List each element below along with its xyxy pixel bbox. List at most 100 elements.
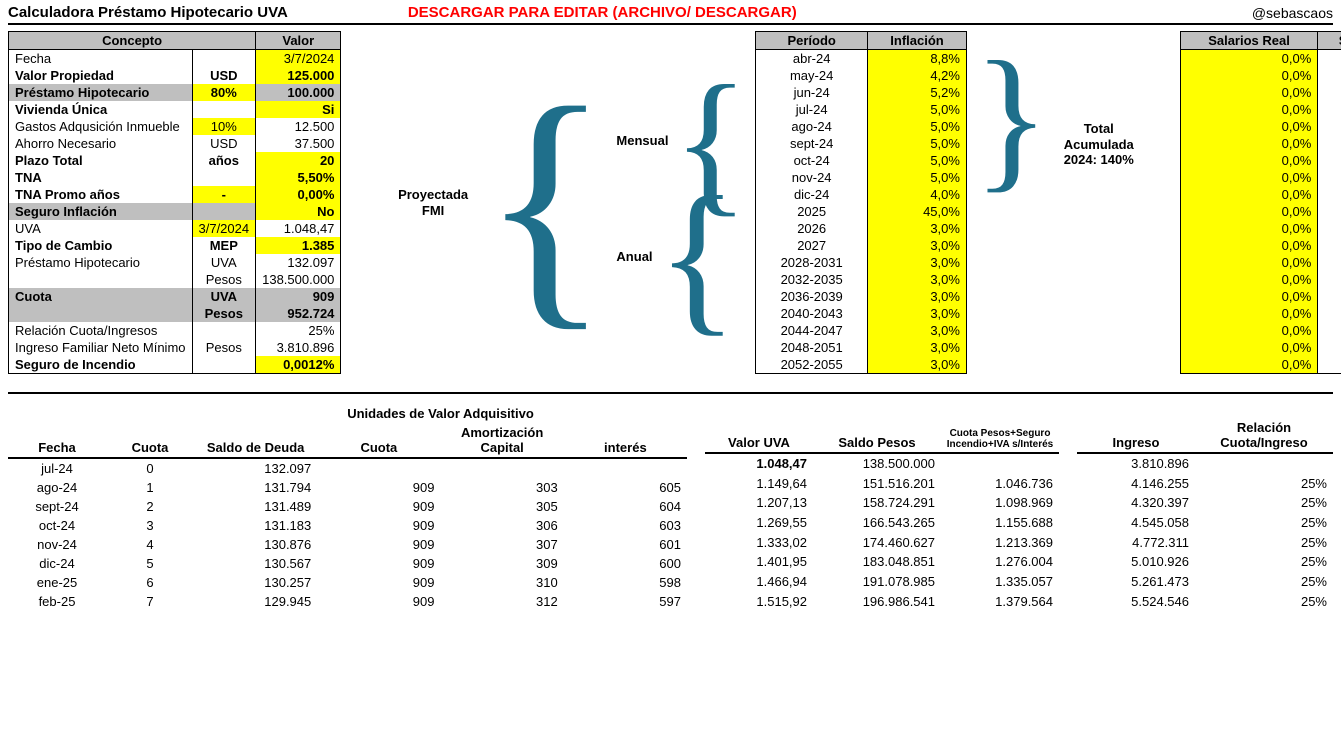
- concept-value[interactable]: 37.500: [256, 135, 341, 152]
- value-header: Valor: [256, 32, 341, 50]
- concept-unit[interactable]: Pesos: [192, 271, 256, 288]
- salario-real-value[interactable]: 0,0%: [1180, 169, 1318, 186]
- col-ingreso: Ingreso: [1077, 404, 1195, 453]
- concept-value[interactable]: No: [256, 203, 341, 220]
- salario-real-value[interactable]: 0,0%: [1180, 67, 1318, 84]
- salario-value: 4,0%: [1318, 186, 1341, 203]
- salario-value: 3,0%: [1318, 254, 1341, 271]
- salario-value: 45,0%: [1318, 203, 1341, 220]
- inflation-value[interactable]: 5,0%: [868, 169, 967, 186]
- inflation-value[interactable]: 3,0%: [868, 220, 967, 237]
- inflation-value[interactable]: 3,0%: [868, 305, 967, 322]
- salario-real-value[interactable]: 0,0%: [1180, 135, 1318, 152]
- concept-value[interactable]: 952.724: [256, 305, 341, 322]
- inflation-value[interactable]: 4,0%: [868, 186, 967, 203]
- concept-unit[interactable]: 10%: [192, 118, 256, 135]
- concept-unit[interactable]: Pesos: [192, 305, 256, 322]
- concept-unit[interactable]: [192, 356, 256, 374]
- amort-table-ingreso: Ingreso Relación Cuota/Ingreso 3.810.896…: [1077, 404, 1333, 611]
- download-warning: DESCARGAR PARA EDITAR (ARCHIVO/ DESCARGA…: [408, 4, 797, 21]
- concept-value[interactable]: 12.500: [256, 118, 341, 135]
- concept-value[interactable]: 0,00%: [256, 186, 341, 203]
- concept-value[interactable]: 100.000: [256, 84, 341, 101]
- salario-real-value[interactable]: 0,0%: [1180, 118, 1318, 135]
- inflation-value[interactable]: 3,0%: [868, 237, 967, 254]
- inflation-value[interactable]: 45,0%: [868, 203, 967, 220]
- concept-unit[interactable]: Pesos: [192, 339, 256, 356]
- salario-real-value[interactable]: 0,0%: [1180, 305, 1318, 322]
- salario-real-value[interactable]: 0,0%: [1180, 152, 1318, 169]
- amort-cell: 312: [441, 592, 564, 611]
- concept-label: Gastos Adqusición Inmueble: [9, 118, 193, 135]
- amort-cell: 166.543.265: [813, 513, 941, 533]
- inflation-value[interactable]: 5,0%: [868, 135, 967, 152]
- period-label: 2027: [756, 237, 868, 254]
- concept-unit[interactable]: USD: [192, 135, 256, 152]
- inflation-value[interactable]: 3,0%: [868, 356, 967, 374]
- amort-cell: 909: [317, 573, 440, 592]
- concept-value[interactable]: 138.500.000: [256, 271, 341, 288]
- concept-unit[interactable]: [192, 50, 256, 68]
- salario-value: 5,0%: [1318, 135, 1341, 152]
- amort-cell: 25%: [1195, 493, 1333, 513]
- concept-value[interactable]: 132.097: [256, 254, 341, 271]
- amort-cell: 605: [564, 478, 687, 497]
- concept-label: TNA Promo años: [9, 186, 193, 203]
- concept-unit[interactable]: UVA: [192, 288, 256, 305]
- inflation-value[interactable]: 3,0%: [868, 254, 967, 271]
- inflation-value[interactable]: 3,0%: [868, 322, 967, 339]
- inflation-value[interactable]: 3,0%: [868, 271, 967, 288]
- inflation-value[interactable]: 3,0%: [868, 339, 967, 356]
- salario-real-value[interactable]: 0,0%: [1180, 220, 1318, 237]
- concept-unit[interactable]: 80%: [192, 84, 256, 101]
- inflation-value[interactable]: 5,0%: [868, 101, 967, 118]
- col-cuota: Cuota: [106, 404, 194, 458]
- salario-real-value[interactable]: 0,0%: [1180, 84, 1318, 101]
- amort-cell: 2: [106, 497, 194, 516]
- inflation-value[interactable]: 5,0%: [868, 118, 967, 135]
- salario-real-value[interactable]: 0,0%: [1180, 186, 1318, 203]
- salario-real-value[interactable]: 0,0%: [1180, 322, 1318, 339]
- amort-table-pesos: Valor UVA Saldo Pesos Cuota Pesos+Seguro…: [705, 404, 1059, 611]
- concept-value[interactable]: 3/7/2024: [256, 50, 341, 68]
- concept-unit[interactable]: [192, 101, 256, 118]
- inflation-value[interactable]: 3,0%: [868, 288, 967, 305]
- page-title: Calculadora Préstamo Hipotecario UVA: [8, 4, 288, 21]
- concept-value[interactable]: 1.048,47: [256, 220, 341, 237]
- amort-cell: 158.724.291: [813, 493, 941, 513]
- concept-value[interactable]: Si: [256, 101, 341, 118]
- inflation-value[interactable]: 4,2%: [868, 67, 967, 84]
- amort-cell: 4.146.255: [1077, 473, 1195, 493]
- concept-unit[interactable]: UVA: [192, 254, 256, 271]
- concept-unit[interactable]: [192, 322, 256, 339]
- concept-unit[interactable]: USD: [192, 67, 256, 84]
- salario-real-value[interactable]: 0,0%: [1180, 271, 1318, 288]
- salario-real-value[interactable]: 0,0%: [1180, 339, 1318, 356]
- inflation-value[interactable]: 8,8%: [868, 50, 967, 68]
- concept-value[interactable]: 3.810.896: [256, 339, 341, 356]
- concept-value[interactable]: 909: [256, 288, 341, 305]
- concept-value[interactable]: 1.385: [256, 237, 341, 254]
- inflation-value[interactable]: 5,0%: [868, 152, 967, 169]
- concept-value[interactable]: 20: [256, 152, 341, 169]
- concept-unit[interactable]: años: [192, 152, 256, 169]
- concept-value[interactable]: 0,0012%: [256, 356, 341, 374]
- salario-real-value[interactable]: 0,0%: [1180, 237, 1318, 254]
- label-mensual: Mensual: [616, 133, 668, 149]
- concept-value[interactable]: 5,50%: [256, 169, 341, 186]
- salario-real-value[interactable]: 0,0%: [1180, 254, 1318, 271]
- concept-unit[interactable]: MEP: [192, 237, 256, 254]
- salario-real-value[interactable]: 0,0%: [1180, 356, 1318, 374]
- concept-unit[interactable]: -: [192, 186, 256, 203]
- salario-real-value[interactable]: 0,0%: [1180, 50, 1318, 68]
- inflation-value[interactable]: 5,2%: [868, 84, 967, 101]
- concept-value[interactable]: 25%: [256, 322, 341, 339]
- concept-unit[interactable]: [192, 169, 256, 186]
- concept-unit[interactable]: [192, 203, 256, 220]
- salario-real-value[interactable]: 0,0%: [1180, 288, 1318, 305]
- concept-unit[interactable]: 3/7/2024: [192, 220, 256, 237]
- period-label: oct-24: [756, 152, 868, 169]
- salario-real-value[interactable]: 0,0%: [1180, 101, 1318, 118]
- salario-real-value[interactable]: 0,0%: [1180, 203, 1318, 220]
- concept-value[interactable]: 125.000: [256, 67, 341, 84]
